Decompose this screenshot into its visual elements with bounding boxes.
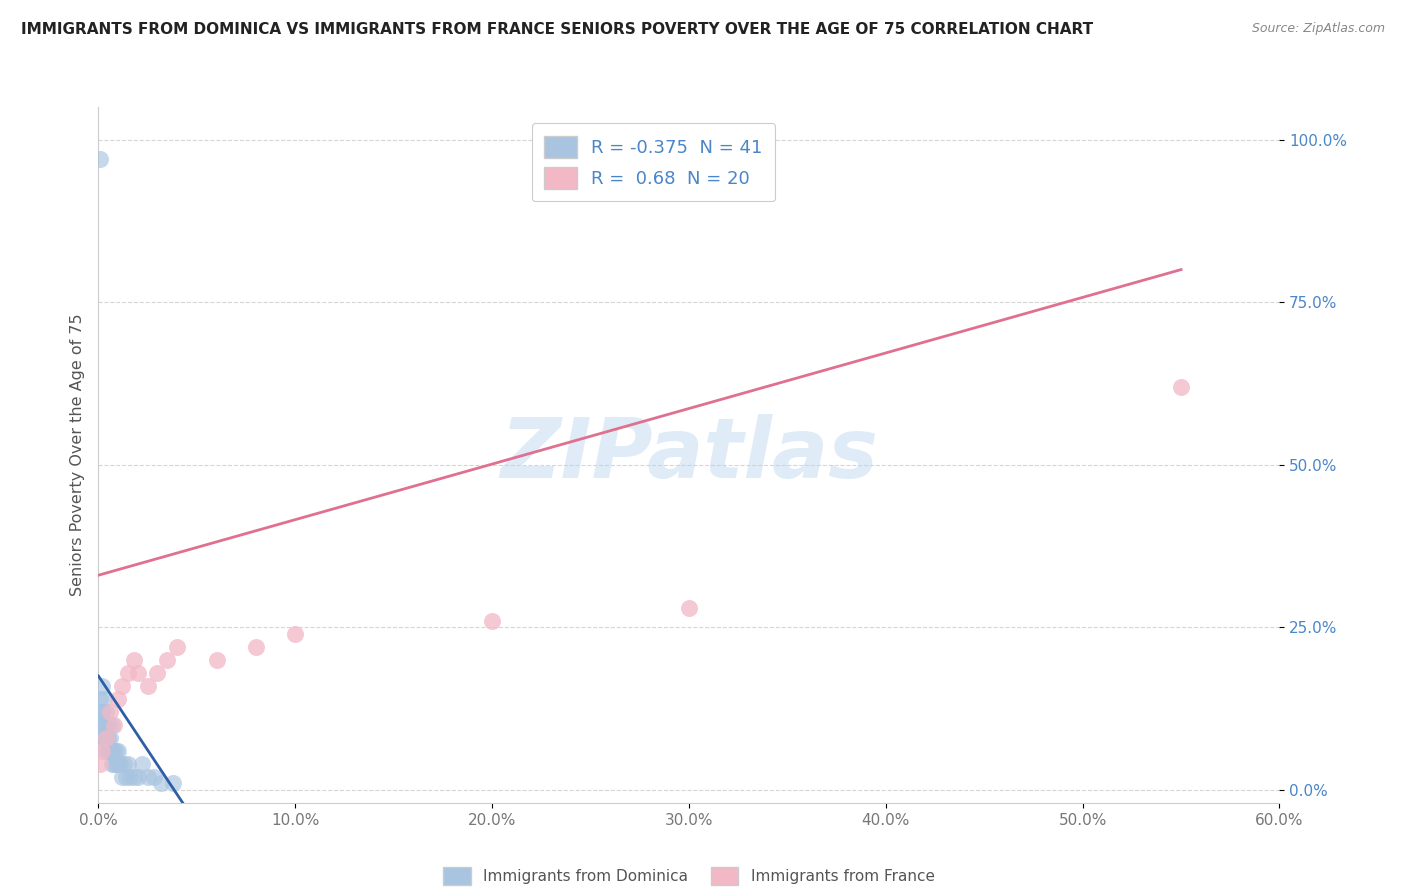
Point xyxy=(89,691,111,706)
Point xyxy=(96,744,118,758)
Point xyxy=(205,653,228,667)
Point xyxy=(91,731,114,745)
Point xyxy=(98,731,121,745)
Point xyxy=(103,756,125,771)
Point xyxy=(136,679,159,693)
Point xyxy=(89,705,111,719)
Point xyxy=(117,665,139,680)
Point xyxy=(96,705,118,719)
Point xyxy=(97,744,120,758)
Point xyxy=(97,731,120,745)
Point xyxy=(136,770,159,784)
Point xyxy=(122,770,145,784)
Point xyxy=(122,653,145,667)
Point xyxy=(103,718,125,732)
Point xyxy=(89,756,111,771)
Point xyxy=(118,770,141,784)
Point xyxy=(111,770,134,784)
Point xyxy=(115,770,138,784)
Point xyxy=(91,705,114,719)
Point xyxy=(96,731,118,745)
Legend: Immigrants from Dominica, Immigrants from France: Immigrants from Dominica, Immigrants fro… xyxy=(436,859,942,892)
Point xyxy=(105,744,128,758)
Text: IMMIGRANTS FROM DOMINICA VS IMMIGRANTS FROM FRANCE SENIORS POVERTY OVER THE AGE : IMMIGRANTS FROM DOMINICA VS IMMIGRANTS F… xyxy=(21,22,1094,37)
Point xyxy=(93,691,115,706)
Point xyxy=(101,744,124,758)
Point xyxy=(117,756,139,771)
Point xyxy=(156,653,179,667)
Point xyxy=(111,679,134,693)
Point xyxy=(142,770,165,784)
Point xyxy=(107,744,129,758)
Point xyxy=(162,776,184,790)
Point xyxy=(101,718,124,732)
Point xyxy=(107,756,129,771)
Point xyxy=(112,756,135,771)
Point xyxy=(127,665,149,680)
Point xyxy=(101,756,124,771)
Point xyxy=(150,776,173,790)
Point xyxy=(91,679,114,693)
Point xyxy=(127,770,149,784)
Point xyxy=(131,756,153,771)
Point xyxy=(89,718,111,732)
Point xyxy=(166,640,188,654)
Point xyxy=(678,600,700,615)
Text: Source: ZipAtlas.com: Source: ZipAtlas.com xyxy=(1251,22,1385,36)
Point xyxy=(284,626,307,640)
Point xyxy=(93,731,115,745)
Point xyxy=(97,718,120,732)
Point xyxy=(107,691,129,706)
Point xyxy=(1170,379,1192,393)
Point xyxy=(93,718,115,732)
Point xyxy=(91,718,114,732)
Text: ZIPatlas: ZIPatlas xyxy=(501,415,877,495)
Y-axis label: Seniors Poverty Over the Age of 75: Seniors Poverty Over the Age of 75 xyxy=(69,314,84,596)
Point xyxy=(146,665,169,680)
Point xyxy=(91,744,114,758)
Point xyxy=(98,744,121,758)
Point xyxy=(481,614,503,628)
Point xyxy=(108,756,131,771)
Point xyxy=(245,640,267,654)
Point xyxy=(105,756,128,771)
Point xyxy=(98,705,121,719)
Point xyxy=(103,744,125,758)
Point xyxy=(96,731,118,745)
Point xyxy=(89,152,111,166)
